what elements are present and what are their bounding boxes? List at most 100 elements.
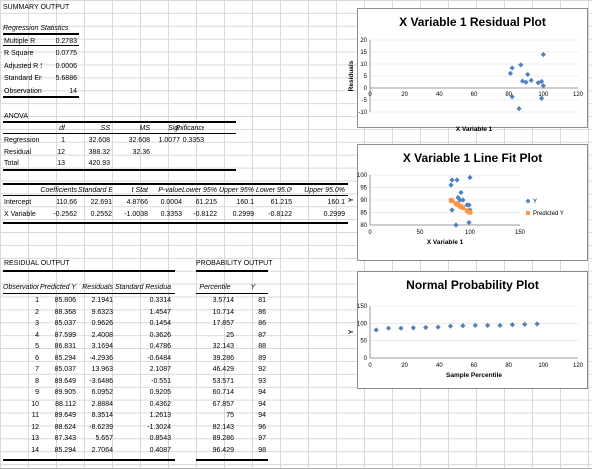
regstat-value[interactable]: 0.0775 [55,50,77,58]
residual-value[interactable]: 11 [31,412,39,419]
probability-value[interactable]: 67.857 [212,400,234,408]
residual-plot[interactable]: X Variable 1 Residual Plot [357,8,588,128]
probability-value[interactable]: 60.714 [212,389,234,396]
coef-header[interactable]: Upper 95% [218,187,254,194]
residual-value[interactable]: 9 [35,389,39,396]
residual-value[interactable]: 2 [35,308,39,316]
coef-header[interactable]: Lower 95% [182,187,217,194]
coef-value[interactable]: -0.8122 [193,211,217,218]
residual-value[interactable]: 85.037 [54,320,76,327]
residual-value[interactable]: 12 [31,423,39,431]
coef-value[interactable]: 0.2552 [90,211,112,218]
coef-value[interactable]: 0.2999 [232,211,254,218]
residual-value[interactable]: -3.6486 [89,377,113,385]
residual-value[interactable]: 13 [31,435,39,442]
probability-value[interactable]: 88 [258,343,266,350]
residual-value[interactable]: 85.294 [54,354,76,362]
residual-value[interactable]: 88.368 [54,308,76,316]
probability-value[interactable]: 17.857 [212,320,234,327]
coef-value[interactable]: -1.0038 [124,211,148,218]
regstat-label[interactable]: Standard Error [4,75,42,83]
residual-value[interactable]: 0.8543 [149,435,171,442]
residual-output-title[interactable]: RESIDUAL OUTPUT [4,260,70,267]
coef-row-label[interactable]: X Variable 1 [4,211,37,218]
residual-value[interactable]: 89.649 [54,377,76,385]
anova-header[interactable]: Significance F [168,125,204,132]
coef-row-label[interactable]: Intercept [4,199,32,206]
probability-value[interactable]: 39.286 [212,354,234,362]
residual-value[interactable]: 85.037 [54,366,76,373]
residual-value[interactable]: 5.657 [95,435,113,442]
anova-row-label[interactable]: Total [4,160,19,168]
residual-value[interactable]: 88.624 [54,423,76,431]
coef-value[interactable]: 160.1 [327,199,345,206]
probability-value[interactable]: 94 [258,412,266,419]
residual-value[interactable]: 2.1941 [91,297,113,304]
coef-value[interactable]: 0.0004 [160,199,182,206]
probability-value[interactable]: 10.714 [212,308,234,316]
probability-value[interactable]: 87 [258,331,266,339]
anova-row-label[interactable]: Regression [4,137,40,144]
coef-value[interactable]: -0.8122 [268,211,292,218]
residual-value[interactable]: 0.4362 [149,400,171,408]
residual-value[interactable]: 89.905 [54,389,76,396]
regstat-value[interactable]: 14 [69,87,77,95]
coef-value[interactable]: 61.215 [270,199,292,206]
anova-value[interactable]: 13 [57,160,65,168]
residual-value[interactable]: 1.4547 [149,308,171,316]
residual-value[interactable]: -1.3024 [147,423,171,431]
residual-value[interactable]: 5 [35,343,39,350]
coef-value[interactable]: 0.2999 [323,211,345,218]
anova-value[interactable]: 1.0077 [158,137,180,144]
residual-value[interactable]: 85.806 [54,297,76,304]
anova-value[interactable]: 388.32 [88,148,110,156]
probability-value[interactable]: 86 [258,308,266,316]
anova-header[interactable]: F [175,125,180,132]
coef-value[interactable]: 22.691 [90,199,112,206]
probability-value[interactable]: 89.286 [212,435,234,442]
residual-value[interactable]: 1 [35,297,39,304]
residual-header[interactable]: Observation [3,284,39,291]
probability-value[interactable]: 75 [226,412,234,419]
residual-value[interactable]: 9.6323 [91,308,113,316]
normal-probability-plot[interactable]: Normal Probability Plot [357,271,588,389]
anova-row-label[interactable]: Residual [4,148,32,156]
probability-value[interactable]: 53.571 [212,377,234,385]
probability-value[interactable]: 81 [258,297,266,304]
probability-value[interactable]: 25 [226,331,234,339]
probability-value[interactable]: 92 [258,366,266,373]
probability-value[interactable]: 93 [258,377,266,385]
probability-value[interactable]: 32.143 [212,343,234,350]
residual-value[interactable]: 8.3514 [91,412,113,419]
residual-value[interactable]: 2.8884 [91,400,113,408]
probability-output-title[interactable]: PROBABILITY OUTPUT [196,260,273,267]
residual-value[interactable]: 86.831 [54,343,76,350]
residual-value[interactable]: -4.2936 [89,354,113,362]
regstat-label[interactable]: R Square [4,50,34,58]
residual-value[interactable]: 89.649 [54,412,76,419]
residual-header[interactable]: Residuals [82,284,113,291]
probability-value[interactable]: 82.143 [212,423,234,431]
residual-value[interactable]: 0.4087 [149,446,171,454]
residual-value[interactable]: 8 [35,377,39,385]
coef-value[interactable]: 160.1 [236,199,254,206]
residual-value[interactable]: 7 [35,366,39,373]
coef-header[interactable]: Lower 95.0% [256,187,292,194]
anova-header[interactable]: SS [100,125,110,132]
residual-value[interactable]: 0.1454 [149,320,171,327]
anova-value[interactable]: 0.3353 [182,137,204,144]
probability-value[interactable]: 97 [258,435,266,442]
coef-header[interactable]: t Stat [131,187,148,194]
residual-value[interactable]: 87.599 [54,331,76,339]
coef-value[interactable]: 110.66 [56,199,77,206]
coef-header[interactable]: Standard Error [78,187,112,194]
probability-value[interactable]: 94 [258,389,266,396]
probability-header[interactable]: Y [250,284,256,291]
residual-value[interactable]: -0.551 [151,377,171,385]
line-fit-plot[interactable]: X Variable 1 Line Fit Plot [357,144,588,261]
residual-value[interactable]: 13.963 [91,366,113,373]
anova-value[interactable]: 32.608 [128,137,150,144]
residual-value[interactable]: 85.294 [54,446,76,454]
residual-value[interactable]: 0.3314 [149,297,171,304]
residual-value[interactable]: 3.1694 [91,343,113,350]
